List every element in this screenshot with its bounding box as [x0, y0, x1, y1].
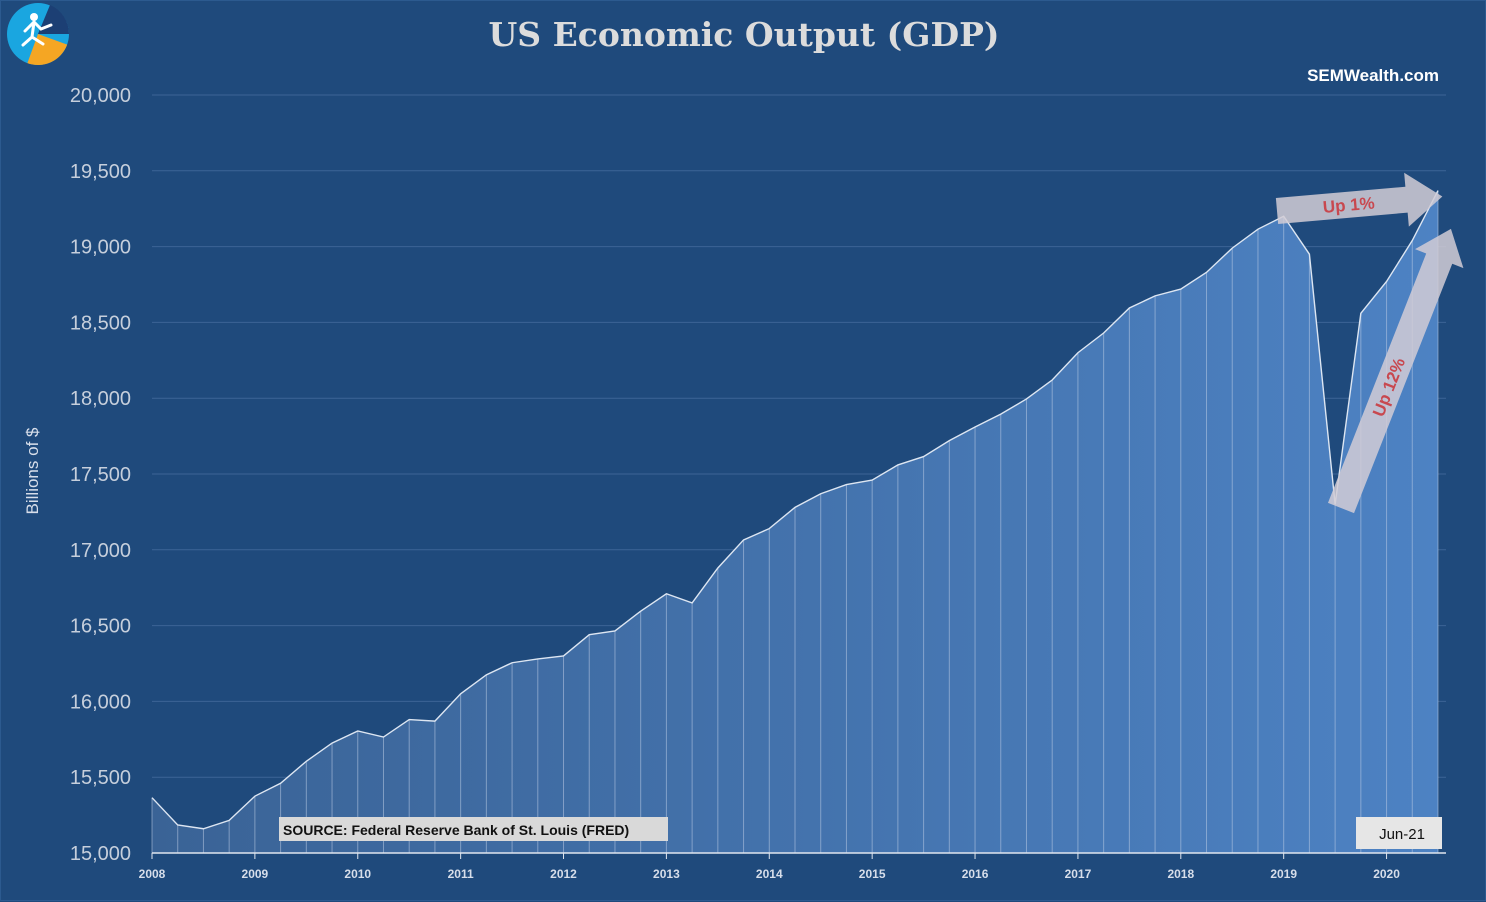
x-tick-label: 2008 — [139, 867, 166, 881]
sem-logo-icon — [7, 3, 70, 65]
y-tick-label: 20,000 — [70, 85, 131, 107]
x-tick-label: 2014 — [756, 867, 783, 881]
y-axis-label: Billions of $ — [23, 427, 42, 514]
up-1-label: Up 1% — [1322, 193, 1375, 216]
brand-label: SEMWealth.com — [1307, 66, 1439, 85]
x-tick-label: 2009 — [242, 867, 269, 881]
y-tick-label: 15,500 — [70, 767, 131, 789]
x-tick-label: 2010 — [344, 867, 371, 881]
x-tick-label: 2016 — [962, 867, 989, 881]
x-tick-label: 2017 — [1065, 867, 1092, 881]
date-text: Jun-21 — [1379, 826, 1425, 843]
source-box: SOURCE: Federal Reserve Bank of St. Loui… — [279, 817, 668, 841]
x-axis-ticks: 2008 2009 2010 2011 2012 2013 2014 2015 2016 2017… — [139, 853, 1400, 881]
y-axis-ticks: 15,000 15,500 16,000 16,500 17,000 17,500 18,0… — [70, 85, 131, 865]
y-tick-label: 18,000 — [70, 388, 131, 410]
date-box: Jun-21 — [1356, 817, 1442, 849]
chart-title: US Economic Output (GDP) — [488, 15, 999, 54]
y-tick-label: 19,000 — [70, 237, 131, 259]
x-tick-label: 2018 — [1167, 867, 1194, 881]
y-tick-label: 17,500 — [70, 464, 131, 486]
y-tick-label: 17,000 — [70, 540, 131, 562]
x-tick-label: 2012 — [550, 867, 577, 881]
y-tick-label: 16,000 — [70, 691, 131, 713]
series-line — [151, 190, 1439, 830]
x-tick-label: 2013 — [653, 867, 680, 881]
area-series — [151, 190, 1439, 853]
y-tick-label: 19,500 — [70, 161, 131, 183]
y-tick-label: 16,500 — [70, 616, 131, 638]
x-tick-label: 2019 — [1270, 867, 1297, 881]
x-tick-label: 2015 — [859, 867, 886, 881]
x-tick-label: 2011 — [448, 867, 474, 881]
y-tick-label: 18,500 — [70, 312, 131, 334]
up-1-arrow: Up 1% — [1275, 172, 1443, 227]
y-tick-label: 15,000 — [70, 843, 131, 865]
x-tick-label: 2020 — [1373, 867, 1400, 881]
source-text: SOURCE: Federal Reserve Bank of St. Loui… — [283, 822, 629, 838]
